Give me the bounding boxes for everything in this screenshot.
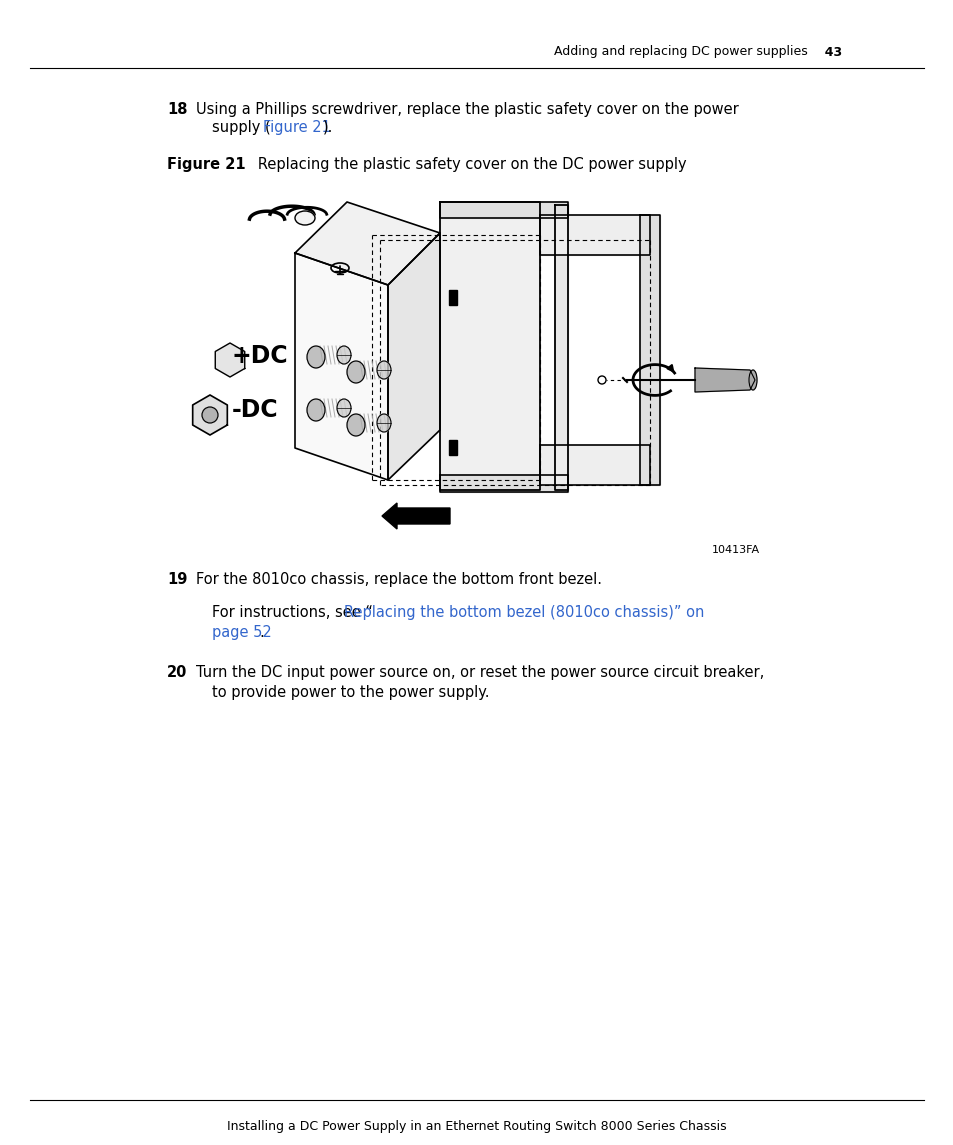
Text: page 52: page 52 [212,625,272,640]
Polygon shape [695,368,754,392]
Circle shape [202,406,218,423]
Text: Using a Phillips screwdriver, replace the plastic safety cover on the power: Using a Phillips screwdriver, replace th… [195,102,738,117]
Text: 18: 18 [167,102,188,117]
Text: Figure 21: Figure 21 [263,120,331,135]
Text: 19: 19 [167,572,187,587]
Text: Figure 21: Figure 21 [167,157,245,172]
Polygon shape [294,202,439,285]
Polygon shape [193,395,227,435]
Text: +DC: +DC [232,344,289,368]
Text: ).: ). [323,120,333,135]
Text: -DC: -DC [232,398,278,423]
Text: supply (: supply ( [212,120,271,135]
Text: .: . [258,625,263,640]
Text: For instructions, see “: For instructions, see “ [212,605,373,619]
Bar [449,290,456,305]
Ellipse shape [294,211,314,226]
Text: Turn the DC input power source on, or reset the power source circuit breaker,: Turn the DC input power source on, or re… [195,665,763,680]
Polygon shape [639,215,659,485]
Circle shape [598,376,605,384]
Polygon shape [215,344,245,377]
Polygon shape [539,445,649,485]
Text: Adding and replacing DC power supplies: Adding and replacing DC power supplies [554,46,807,58]
Ellipse shape [376,361,391,379]
Text: 20: 20 [167,665,187,680]
Polygon shape [439,202,539,490]
Ellipse shape [376,414,391,432]
Polygon shape [539,215,649,255]
Polygon shape [388,232,439,480]
Ellipse shape [748,370,757,390]
Ellipse shape [336,346,351,364]
Polygon shape [381,503,450,529]
Text: to provide power to the power supply.: to provide power to the power supply. [212,685,489,700]
Ellipse shape [347,414,365,436]
Text: Replacing the bottom bezel (8010co chassis)” on: Replacing the bottom bezel (8010co chass… [344,605,703,619]
Ellipse shape [347,361,365,382]
Polygon shape [439,475,567,492]
Text: 43: 43 [815,46,841,58]
Bar [449,440,456,455]
Polygon shape [555,205,567,490]
Ellipse shape [336,398,351,417]
Text: Installing a DC Power Supply in an Ethernet Routing Switch 8000 Series Chassis: Installing a DC Power Supply in an Ether… [227,1120,726,1134]
Polygon shape [439,202,567,218]
Text: For the 8010co chassis, replace the bottom front bezel.: For the 8010co chassis, replace the bott… [195,572,601,587]
Polygon shape [294,253,388,480]
Text: Replacing the plastic safety cover on the DC power supply: Replacing the plastic safety cover on th… [244,157,686,172]
Text: 10413FA: 10413FA [711,545,760,555]
Ellipse shape [307,398,325,421]
Ellipse shape [307,346,325,368]
